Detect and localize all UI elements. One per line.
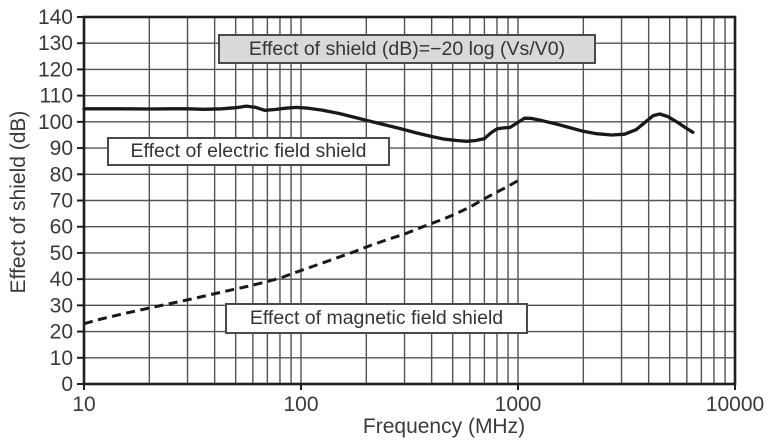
y-tick-label: 90: [50, 137, 73, 160]
electric-field-curve: [82, 104, 695, 143]
x-tick-label: 1000: [495, 393, 542, 416]
x-axis-title: Frequency (MHz): [362, 415, 526, 438]
y-tick-label: 60: [50, 216, 73, 239]
y-tick-label: 110: [40, 85, 73, 108]
x-tick-label: 100: [283, 393, 318, 416]
y-tick-label: 70: [50, 190, 73, 213]
y-axis-title: Effect of shield (dB): [7, 110, 30, 294]
x-tick-labels: 10 100 1000 10000: [72, 393, 764, 416]
axis-ticks: [77, 16, 736, 390]
y-tick-label: 130: [38, 32, 73, 55]
x-tick-label: 10000: [706, 393, 764, 416]
x-tick-label: 10: [72, 393, 95, 416]
y-tick-label: 50: [50, 242, 73, 265]
electric-series-label: Effect of electric field shield: [107, 137, 390, 166]
y-tick-labels: 0 10 20 30 40 50 60 70 80 90 100 110 120 130 140: [38, 6, 73, 396]
y-tick-label: 140: [38, 6, 73, 29]
y-tick-label: 100: [38, 111, 73, 134]
magnetic-field-curve: [83, 179, 519, 326]
y-tick-label: 120: [38, 58, 73, 81]
y-tick-label: 30: [50, 294, 73, 317]
formula-annotation: Effect of shield (dB)=−20 log (Vs/V0): [218, 34, 596, 64]
y-tick-label: 40: [50, 268, 73, 291]
magnetic-series-label: Effect of magnetic field shield: [225, 303, 528, 334]
y-tick-label: 80: [50, 163, 73, 186]
y-tick-label: 10: [50, 347, 73, 370]
y-tick-label: 0: [61, 373, 73, 396]
y-tick-label: 20: [50, 321, 73, 344]
